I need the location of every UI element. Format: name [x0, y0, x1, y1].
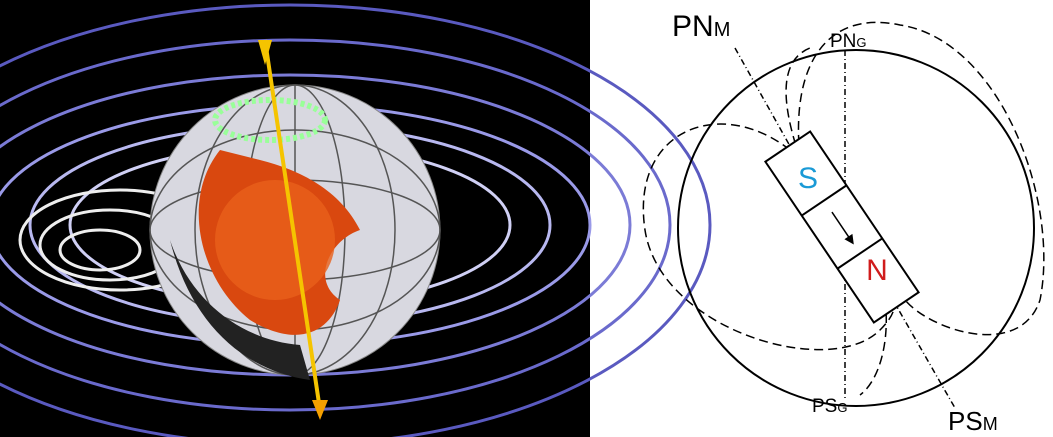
label-main: PN [830, 31, 856, 52]
label-pn-g: PNG [830, 31, 867, 52]
label-sub: G [856, 35, 866, 50]
label-ps-g: PSG [812, 396, 847, 417]
label-main: PS [948, 406, 983, 436]
north-pole-label: N [866, 254, 888, 287]
label-main: PN [672, 10, 714, 43]
magnet [765, 131, 918, 322]
core-highlight [215, 180, 335, 300]
figure: S N PNM PNG PSG PSM [0, 0, 1053, 437]
label-sub: G [837, 400, 847, 415]
diagram [643, 22, 1043, 408]
label-pn-m: PNM [672, 10, 730, 43]
label-sub: M [714, 19, 731, 41]
earth-field-illustration [0, 0, 710, 437]
label-sub: M [983, 414, 998, 434]
label-ps-m: PSM [948, 406, 998, 436]
label-main: PS [812, 396, 837, 417]
south-pole-label: S [798, 162, 818, 195]
